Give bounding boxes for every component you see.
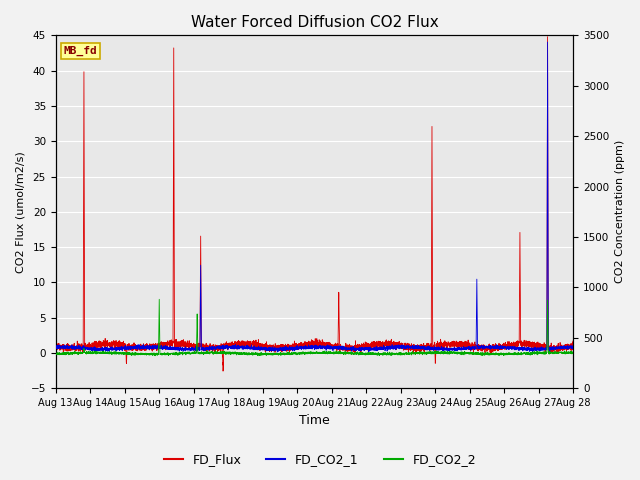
Legend: FD_Flux, FD_CO2_1, FD_CO2_2: FD_Flux, FD_CO2_1, FD_CO2_2 [159, 448, 481, 471]
Y-axis label: CO2 Concentration (ppm): CO2 Concentration (ppm) [615, 140, 625, 284]
X-axis label: Time: Time [299, 414, 330, 427]
Text: MB_fd: MB_fd [63, 46, 97, 56]
Y-axis label: CO2 Flux (umol/m2/s): CO2 Flux (umol/m2/s) [15, 151, 25, 273]
Title: Water Forced Diffusion CO2 Flux: Water Forced Diffusion CO2 Flux [191, 15, 438, 30]
